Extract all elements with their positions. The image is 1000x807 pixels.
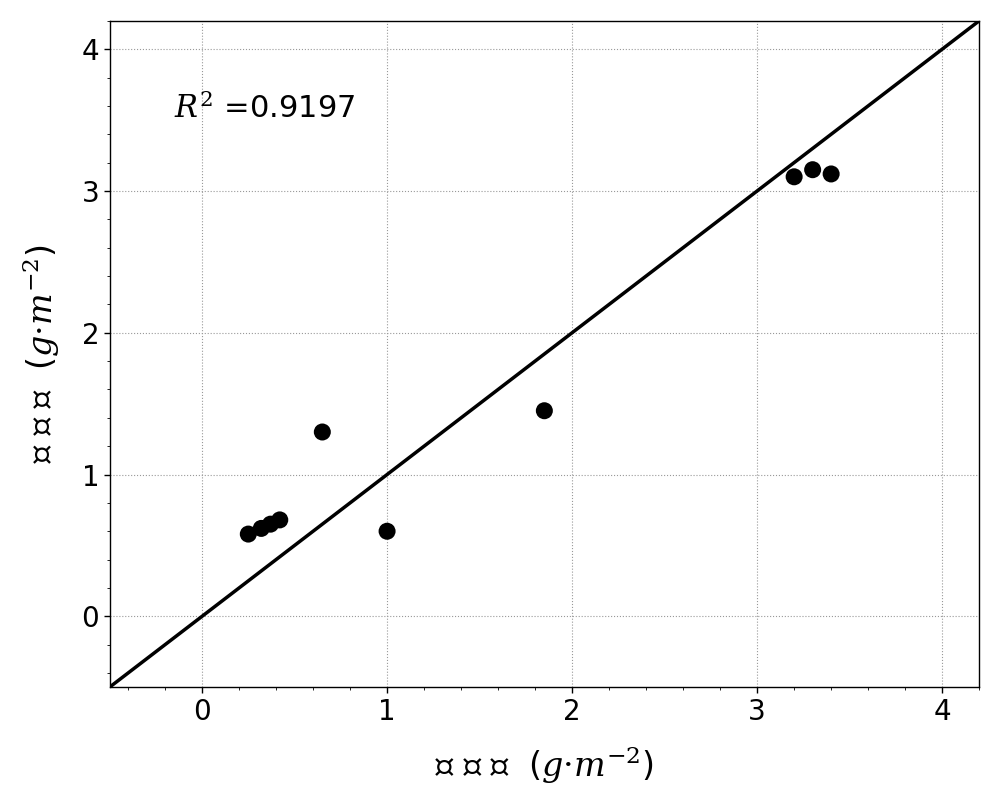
- Text: $R^2$ =0.9197: $R^2$ =0.9197: [174, 92, 356, 123]
- Point: [263, 518, 279, 531]
- Point: [786, 170, 802, 183]
- X-axis label: 测 量 值  ($g·m^{-2}$): 测 量 值 ($g·m^{-2}$): [435, 745, 654, 786]
- Point: [240, 528, 256, 541]
- Point: [823, 168, 839, 181]
- Point: [253, 522, 269, 535]
- Point: [536, 404, 552, 417]
- Point: [805, 163, 821, 176]
- Y-axis label: 预 测 值  ($g·m^{-2}$): 预 测 值 ($g·m^{-2}$): [21, 245, 62, 463]
- Point: [314, 425, 330, 438]
- Point: [272, 513, 288, 526]
- Point: [379, 525, 395, 537]
